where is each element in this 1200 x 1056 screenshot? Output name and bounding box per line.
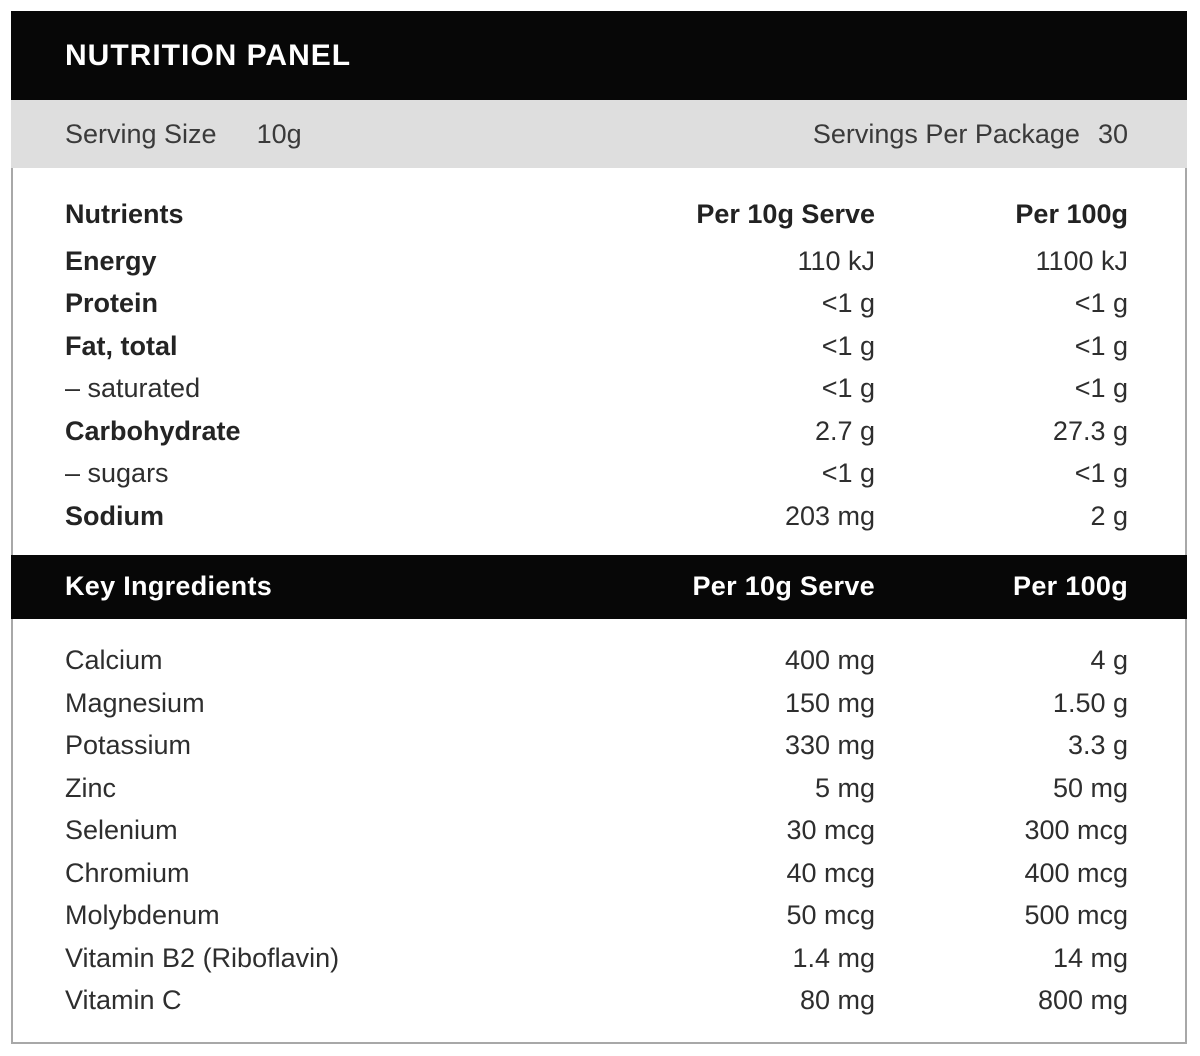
nutrients-table: Nutrients Per 10g Serve Per 100g Energy …: [13, 168, 1185, 555]
key-ingredients-header-bar: Key Ingredients Per 10g Serve Per 100g: [11, 554, 1187, 619]
serving-size: Serving Size 10g: [65, 119, 302, 150]
table-row: Fat, total <1 g <1 g: [65, 325, 1128, 368]
per-100g-value: 14 mg: [1052, 942, 1128, 973]
per-serve-value: <1 g: [821, 373, 875, 404]
per-100g-value: <1 g: [1074, 458, 1128, 489]
per-100g-col-header: Per 100g: [1015, 198, 1128, 229]
per-serve-value: <1 g: [821, 458, 875, 489]
serving-size-label: Serving Size: [65, 118, 217, 149]
table-row: Energy 110 kJ 1100 kJ: [65, 240, 1128, 283]
per-serve-value: 50 mcg: [786, 900, 875, 931]
table-row: Zinc 5 mg 50 mg: [65, 767, 1128, 810]
per-serve-value: 5 mg: [814, 772, 875, 803]
table-row: Calcium 400 mg 4 g: [65, 640, 1128, 683]
table-row: Molybdenum 50 mcg 500 mcg: [65, 895, 1128, 938]
nutrient-name: – saturated: [65, 373, 201, 404]
per-100g-value: 800 mg: [1037, 985, 1128, 1016]
per-100g-value: 500 mcg: [1024, 900, 1128, 931]
table-row: Chromium 40 mcg 400 mcg: [65, 852, 1128, 895]
per-serve-value: 80 mg: [799, 985, 875, 1016]
nutrient-name: Fat, total: [65, 330, 178, 361]
per-100g-value: 2 g: [1090, 500, 1128, 531]
table-row: Potassium 330 mg 3.3 g: [65, 725, 1128, 768]
per-serve-value: 40 mcg: [786, 857, 875, 888]
table-row: Carbohydrate 2.7 g 27.3 g: [65, 410, 1128, 453]
per-serve-value: 30 mcg: [786, 815, 875, 846]
nutrient-name: Energy: [65, 245, 157, 276]
per-100g-value: 50 mg: [1052, 772, 1128, 803]
per-serve-value: 2.7 g: [814, 415, 875, 446]
key-per-serve-col-header: Per 10g Serve: [692, 571, 875, 601]
table-row: Sodium 203 mg 2 g: [65, 495, 1128, 538]
per-serve-value: 1.4 mg: [792, 942, 875, 973]
per-100g-value: <1 g: [1074, 288, 1128, 319]
nutrition-panel: NUTRITION PANEL Serving Size 10g Serving…: [11, 11, 1187, 1044]
per-100g-value: 27.3 g: [1052, 415, 1128, 446]
ingredient-name: Selenium: [65, 815, 178, 846]
ingredient-name: Zinc: [65, 772, 117, 803]
per-serve-value: <1 g: [821, 330, 875, 361]
nutrients-rows: Energy 110 kJ 1100 kJ Protein <1 g <1 g …: [65, 240, 1128, 538]
key-ingredients-rows: Calcium 400 mg 4 g Magnesium 150 mg 1.50…: [65, 640, 1128, 1023]
per-100g-value: <1 g: [1074, 330, 1128, 361]
nutrients-col-header: Nutrients: [65, 198, 184, 229]
per-serve-value: <1 g: [821, 288, 875, 319]
nutrients-header-row: Nutrients Per 10g Serve Per 100g: [65, 188, 1128, 240]
table-row: Magnesium 150 mg 1.50 g: [65, 682, 1128, 725]
nutrient-name: – sugars: [65, 458, 169, 489]
table-row: Vitamin B2 (Riboflavin) 1.4 mg 14 mg: [65, 937, 1128, 980]
key-per-100g-col-header: Per 100g: [1013, 571, 1128, 601]
per-100g-value: 1.50 g: [1052, 687, 1128, 718]
per-100g-value: <1 g: [1074, 373, 1128, 404]
per-100g-value: 300 mcg: [1024, 815, 1128, 846]
per-serve-value: 400 mg: [784, 645, 875, 676]
nutrient-name: Carbohydrate: [65, 415, 241, 446]
ingredient-name: Potassium: [65, 730, 192, 761]
per-100g-value: 400 mcg: [1024, 857, 1128, 888]
per-serve-value: 110 kJ: [797, 245, 875, 276]
ingredient-name: Vitamin C: [65, 985, 182, 1016]
panel-title-bar: NUTRITION PANEL: [11, 11, 1187, 100]
serving-info-bar: Serving Size 10g Servings Per Package 30: [11, 100, 1187, 168]
table-row: – sugars <1 g <1 g: [65, 453, 1128, 496]
ingredient-name: Chromium: [65, 857, 190, 888]
per-serve-value: 330 mg: [784, 730, 875, 761]
table-row: – saturated <1 g <1 g: [65, 368, 1128, 411]
per-100g-value: 1100 kJ: [1035, 245, 1128, 276]
key-ingredients-col-header: Key Ingredients: [65, 571, 273, 601]
per-serve-col-header: Per 10g Serve: [696, 198, 875, 229]
nutrient-name: Sodium: [65, 500, 164, 531]
key-ingredients-table: Calcium 400 mg 4 g Magnesium 150 mg 1.50…: [13, 619, 1185, 1044]
per-100g-value: 4 g: [1090, 645, 1128, 676]
ingredient-name: Molybdenum: [65, 900, 220, 931]
table-row: Vitamin C 80 mg 800 mg: [65, 980, 1128, 1023]
nutrient-name: Protein: [65, 288, 159, 319]
servings-per-package-label: Servings Per Package: [812, 118, 1080, 149]
serving-size-value: 10g: [256, 118, 302, 149]
ingredient-name: Calcium: [65, 645, 163, 676]
per-serve-value: 150 mg: [784, 687, 875, 718]
servings-per-package: Servings Per Package 30: [813, 119, 1128, 150]
table-row: Protein <1 g <1 g: [65, 283, 1128, 326]
per-serve-value: 203 mg: [784, 500, 875, 531]
per-100g-value: 3.3 g: [1067, 730, 1128, 761]
table-row: Selenium 30 mcg 300 mcg: [65, 810, 1128, 853]
panel-title: NUTRITION PANEL: [65, 38, 352, 72]
ingredient-name: Vitamin B2 (Riboflavin): [65, 942, 340, 973]
servings-per-package-value: 30: [1097, 118, 1128, 149]
ingredient-name: Magnesium: [65, 687, 205, 718]
